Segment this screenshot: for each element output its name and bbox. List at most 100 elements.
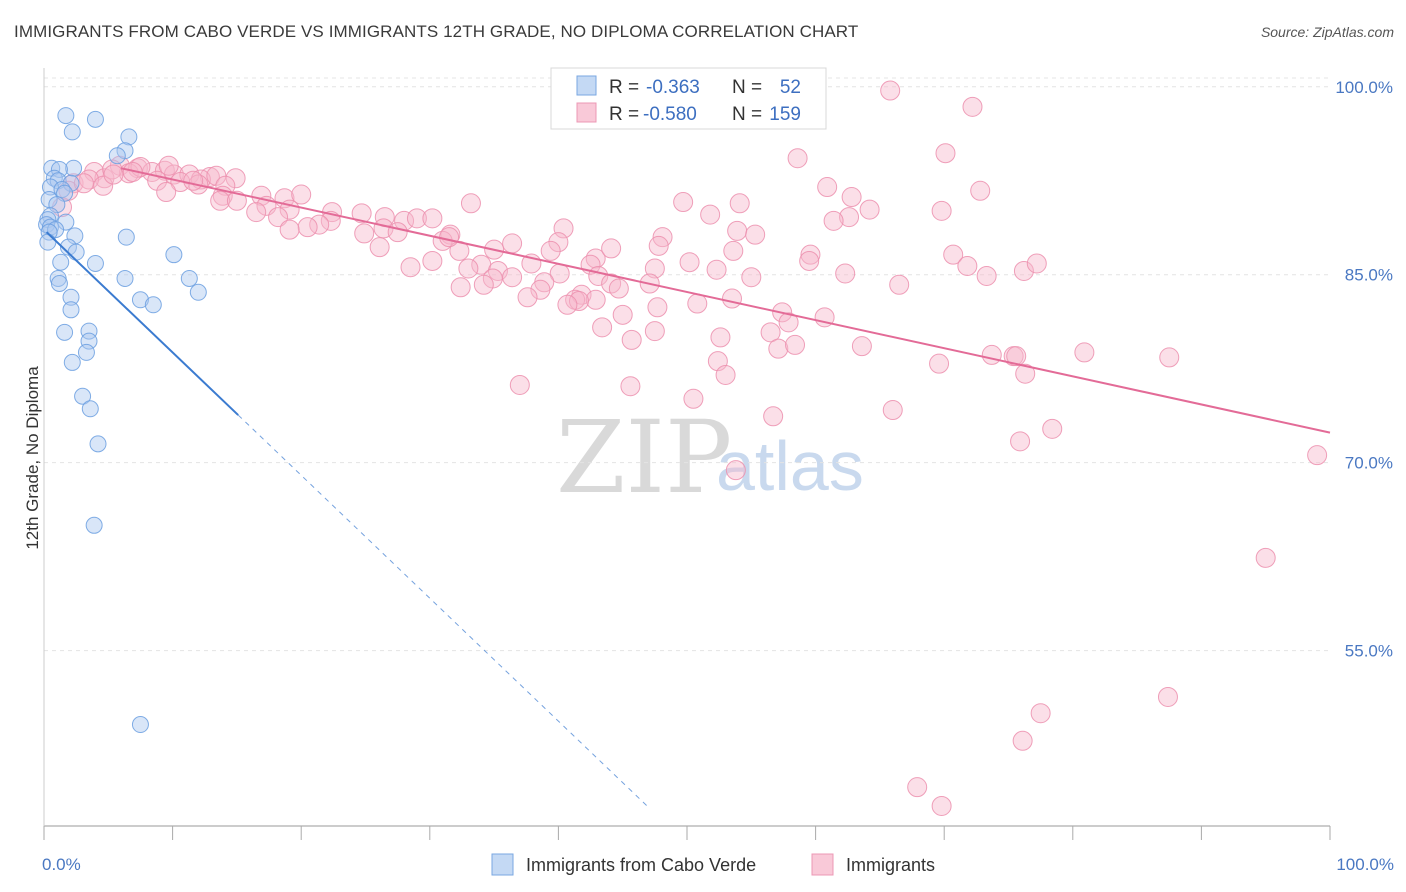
cabo-verde-point-1 [86, 110, 104, 128]
x-tick-label-0: 0.0% [42, 855, 81, 874]
immigrants-point-110 [530, 279, 551, 300]
immigrants-point-118 [722, 288, 743, 309]
cabo-verde-point-49 [85, 516, 103, 534]
immigrants-point-90 [1026, 253, 1047, 274]
cabo-verde-point-46 [74, 387, 92, 405]
immigrants-point-81 [601, 238, 622, 259]
immigrants-point-117 [687, 293, 708, 314]
cabo-verde-point-5 [108, 147, 126, 165]
immigrants-point-128 [621, 329, 642, 350]
legend-r-label-2: R = [609, 104, 639, 125]
cabo-verde-point-28 [67, 243, 85, 261]
legend-r-label-1: R = [609, 77, 639, 98]
immigrants-point-150 [1255, 547, 1276, 568]
immigrants-point-154 [907, 777, 928, 798]
immigrants-point-67 [387, 222, 408, 243]
immigrants-point-61 [246, 202, 267, 223]
immigrants-point-31 [73, 173, 94, 194]
cabo-verde-point-41 [80, 322, 98, 340]
immigrants-point-82 [723, 240, 744, 261]
immigrants-point-151 [1157, 686, 1178, 707]
immigrants-point-3 [935, 143, 956, 164]
immigrants-point-100 [644, 258, 665, 279]
cabo-verde-point-42 [56, 323, 74, 341]
cabo-verde-point-37 [62, 288, 80, 306]
immigrants-point-113 [517, 287, 538, 308]
x-tick-label-100: 100.0% [1336, 855, 1394, 874]
bottom-legend-label-cabo-verde: Immigrants from Cabo Verde [526, 855, 756, 875]
immigrants-point-144 [882, 400, 903, 421]
watermark-atlas: atlas [716, 427, 864, 505]
immigrants-point-139 [1015, 363, 1036, 384]
immigrants-point-156 [612, 304, 633, 325]
immigrants-point-131 [851, 336, 872, 357]
immigrants-point-95 [400, 257, 421, 278]
immigrants-point-0 [880, 80, 901, 101]
immigrants-point-153 [1012, 730, 1033, 751]
cabo-verde-point-30 [52, 253, 70, 271]
immigrants-point-103 [502, 267, 523, 288]
y-tick-labels: 100.0% 85.0% 70.0% 55.0% [1335, 78, 1393, 661]
immigrants-point-126 [644, 321, 665, 342]
immigrants-point-124 [760, 322, 781, 343]
immigrants-point-158 [889, 274, 910, 295]
immigrants-point-38 [970, 180, 991, 201]
immigrants-point-134 [929, 353, 950, 374]
cabo-verde-point-25 [117, 228, 135, 246]
cabo-verde-point-2 [63, 123, 81, 141]
immigrants-point-148 [725, 460, 746, 481]
immigrants-point-66 [354, 223, 375, 244]
immigrants-point-71 [745, 224, 766, 245]
immigrants-point-145 [763, 406, 784, 427]
bottom-legend-swatch-cabo-verde [491, 853, 514, 876]
cabo-verde-point-39 [144, 296, 162, 314]
immigrants-point-89 [1013, 260, 1034, 281]
immigrants-point-101 [706, 259, 727, 280]
immigrants-point-91 [422, 250, 443, 271]
immigrants-point-130 [785, 334, 806, 355]
immigrants-point-51 [351, 203, 372, 224]
cabo-verde-point-40 [62, 301, 80, 319]
bottom-legend-swatch-immigrants [811, 853, 834, 876]
cabo-verde-point-33 [116, 269, 134, 287]
immigrants-point-141 [509, 374, 530, 395]
immigrants-point-149 [1307, 445, 1328, 466]
immigrants-point-129 [768, 338, 789, 359]
bottom-legend-label-immigrants: Immigrants [846, 855, 935, 875]
immigrants-point-111 [608, 278, 629, 299]
immigrants-point-18 [158, 155, 179, 176]
immigrants-point-47 [226, 190, 247, 211]
immigrants-point-65 [279, 219, 300, 240]
immigrants-point-96 [458, 258, 479, 279]
immigrants-point-33 [156, 182, 177, 203]
immigrants-point-119 [557, 294, 578, 315]
immigrants-point-63 [297, 217, 318, 238]
immigrants-point-2 [787, 148, 808, 169]
cabo-verde-point-45 [63, 353, 81, 371]
immigrants-point-40 [460, 193, 481, 214]
immigrants-point-41 [673, 192, 694, 213]
immigrants-point-155 [931, 795, 952, 816]
immigrants-point-85 [957, 255, 978, 276]
immigrants-point-122 [814, 307, 835, 328]
y-tick-label-55: 55.0% [1345, 642, 1393, 661]
cabo-verde-point-34 [180, 269, 198, 287]
cabo-verde-point-36 [189, 283, 207, 301]
cabo-verde-points [38, 107, 207, 734]
bottom-legend: Immigrants from Cabo Verde Immigrants [491, 853, 935, 876]
immigrants-point-36 [291, 184, 312, 205]
immigrants-point-146 [1042, 418, 1063, 439]
y-axis-label: 12th Grade, No Diploma [23, 366, 42, 550]
immigrants-point-42 [729, 193, 750, 214]
immigrants-point-140 [715, 364, 736, 385]
cabo-verde-point-44 [77, 343, 95, 361]
immigrants-point-44 [931, 200, 952, 221]
immigrants-point-20 [225, 168, 246, 189]
gridlines [44, 77, 1330, 652]
source-label: Source: ZipAtlas.com [1260, 24, 1394, 40]
cabo-verde-point-31 [86, 254, 104, 272]
cabo-verde-point-38 [131, 291, 149, 309]
trend-lines [45, 167, 1331, 808]
immigrants-point-79 [540, 240, 561, 261]
